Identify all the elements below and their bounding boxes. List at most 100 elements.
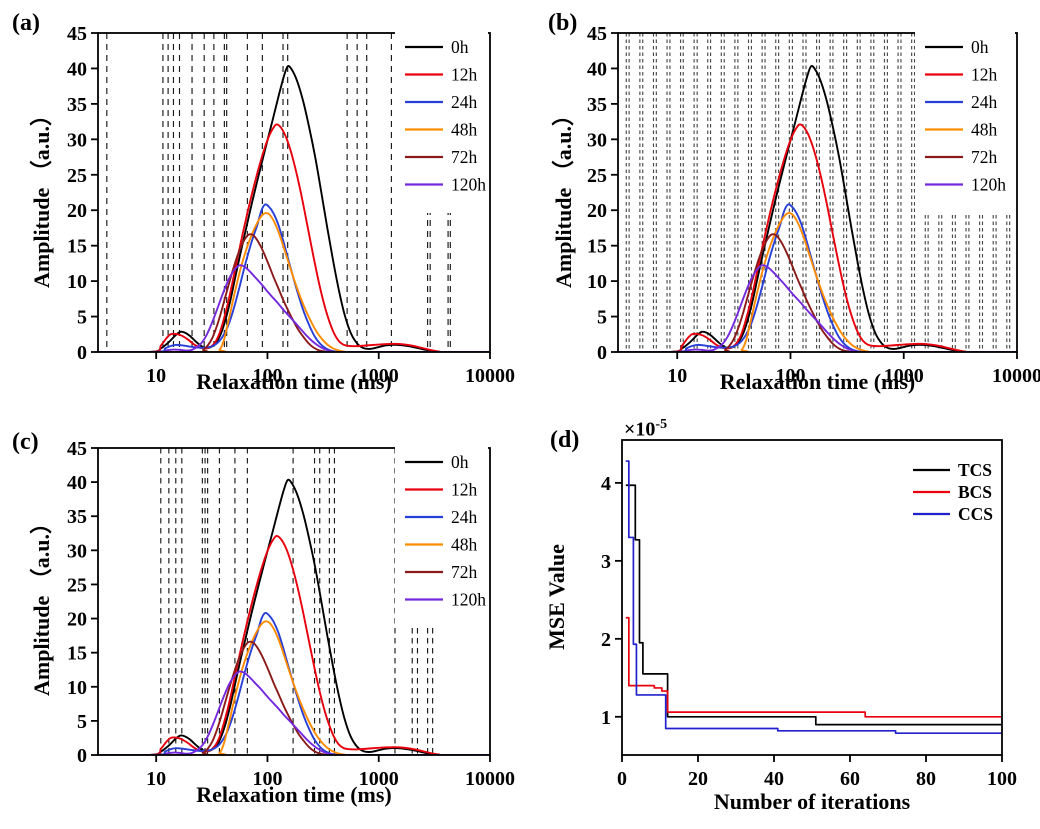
y-tick-label: 20 bbox=[67, 200, 87, 222]
axis-frame bbox=[97, 447, 491, 756]
panel-c-plot: 10 100 1000 10000 0 5 10 15 20 25 30 35 40 45 0h 12h 24h… bbox=[67, 438, 515, 790]
series-curve-48h bbox=[98, 620, 490, 755]
legend-label-72h: 72h bbox=[971, 147, 998, 167]
y-tick-label: 5 bbox=[597, 307, 607, 329]
series-curve-TCS bbox=[625, 484, 1002, 726]
y-tick-label: 35 bbox=[67, 94, 87, 116]
panel-a-plot: 10 100 1000 10000 0 5 10 15 20 25 30 35 40 45 0h 12h 24h… bbox=[67, 23, 515, 387]
legend-background bbox=[903, 455, 1000, 537]
x-tick-label: 100 bbox=[252, 365, 282, 387]
series-curve-CCS bbox=[625, 460, 1002, 735]
y-tick-label: 45 bbox=[67, 438, 87, 460]
x-tick-label: 100 bbox=[252, 768, 282, 790]
x-tick-label: 60 bbox=[840, 768, 860, 790]
y-tick-label: 5 bbox=[77, 711, 87, 733]
panel-a-label: (a) bbox=[12, 10, 40, 36]
y-tick-label: 40 bbox=[67, 472, 87, 494]
series-curve-72h bbox=[98, 233, 490, 352]
legend-label-CCS: CCS bbox=[958, 504, 993, 524]
legend-label-72h: 72h bbox=[451, 147, 478, 167]
y-tick-label: 20 bbox=[67, 609, 87, 631]
series-curve-BCS bbox=[625, 616, 1002, 718]
y-tick-label: 2 bbox=[601, 629, 611, 651]
y-tick-label: 30 bbox=[67, 540, 87, 562]
x-tick-label: 40 bbox=[764, 768, 784, 790]
panel-a-xlabel: Relaxation time (ms) bbox=[196, 369, 392, 394]
x-tick-label: 1000 bbox=[359, 768, 399, 790]
x-tick-label: 1000 bbox=[359, 365, 399, 387]
y-tick-label: 25 bbox=[67, 574, 87, 596]
x-tick-label: 80 bbox=[916, 768, 936, 790]
y-tick-label: 35 bbox=[67, 506, 87, 528]
series-curve-120h bbox=[618, 264, 1017, 352]
panel-b-ylabel: Amplitude （a.u.） bbox=[551, 104, 576, 288]
y-tick-label: 45 bbox=[587, 23, 607, 45]
y-tick-label: 40 bbox=[67, 58, 87, 80]
panel-a-ylabel: Amplitude （a.u.） bbox=[29, 104, 54, 288]
legend-background bbox=[395, 447, 488, 628]
legend-label-120h: 120h bbox=[451, 590, 486, 610]
x-tick-label: 10000 bbox=[465, 365, 515, 387]
series-curve-24h bbox=[98, 611, 490, 755]
y-tick-label: 25 bbox=[587, 165, 607, 187]
legend-background bbox=[915, 32, 1015, 213]
legend-label-TCS: TCS bbox=[958, 460, 992, 480]
y-tick-label: 10 bbox=[67, 271, 87, 293]
panel-c: (c) Amplitude （a.u.） 10 100 1000 10000 0 5 10 1… bbox=[0, 415, 520, 829]
series-curve-48h bbox=[98, 212, 490, 352]
legend-label-12h: 12h bbox=[451, 480, 478, 500]
y-tick-label: 35 bbox=[587, 94, 607, 116]
legend-label-24h: 24h bbox=[971, 92, 998, 112]
legend-label-120h: 120h bbox=[451, 175, 486, 195]
x-tick-label: 10 bbox=[667, 365, 687, 387]
axis-frame bbox=[621, 439, 1003, 756]
x-tick-label: 10000 bbox=[465, 768, 515, 790]
series-curve-72h bbox=[618, 233, 1017, 352]
legend-label-24h: 24h bbox=[451, 92, 478, 112]
x-tick-label: 10 bbox=[146, 768, 166, 790]
legend-background bbox=[395, 32, 488, 213]
legend-label-72h: 72h bbox=[451, 562, 478, 582]
legend-label-24h: 24h bbox=[451, 507, 478, 527]
axis-frame bbox=[617, 32, 1018, 353]
y-tick-label: 10 bbox=[587, 271, 607, 293]
y-tick-label: 45 bbox=[67, 23, 87, 45]
x-tick-label: 0 bbox=[617, 768, 627, 790]
series-curve-72h bbox=[98, 640, 490, 755]
series-curve-24h bbox=[618, 203, 1017, 352]
panel-a: (a) Amplitude （a.u.） 10 100 1000 10000 0 5 10 1… bbox=[0, 0, 520, 415]
y-tick-label: 30 bbox=[67, 129, 87, 151]
x-tick-label: 100 bbox=[987, 768, 1017, 790]
y-tick-label: 15 bbox=[67, 236, 87, 258]
panel-b-plot: 10 100 1000 10000 0 5 10 15 20 25 30 35 40 45 0h 12h 24h… bbox=[587, 23, 1040, 387]
panel-d-ylabel: MSE Value bbox=[544, 544, 569, 650]
legend-label-12h: 12h bbox=[451, 65, 478, 85]
legend-label-48h: 48h bbox=[451, 535, 478, 555]
legend-label-48h: 48h bbox=[451, 120, 478, 140]
x-tick-label: 100 bbox=[775, 365, 805, 387]
panel-c-xlabel: Relaxation time (ms) bbox=[196, 782, 392, 807]
panel-b-label: (b) bbox=[548, 10, 578, 36]
y-tick-label: 5 bbox=[77, 307, 87, 329]
y-tick-label: 25 bbox=[67, 165, 87, 187]
y-tick-label: 0 bbox=[597, 342, 607, 364]
panel-c-label: (c) bbox=[12, 429, 39, 455]
legend-label-BCS: BCS bbox=[958, 482, 992, 502]
y-tick-label: 4 bbox=[601, 473, 611, 495]
y-tick-label: 40 bbox=[587, 58, 607, 80]
panel-d: (d) ×10-5 MSE Value 0 20 40 60 80 100 1 2 3 4 TCS B… bbox=[520, 415, 1040, 829]
x-tick-label: 10 bbox=[146, 365, 166, 387]
legend-label-48h: 48h bbox=[971, 120, 998, 140]
y-tick-label: 15 bbox=[587, 236, 607, 258]
y-tick-label: 30 bbox=[587, 129, 607, 151]
y-tick-label: 3 bbox=[601, 551, 611, 573]
panel-d-label: (d) bbox=[550, 427, 580, 453]
x-tick-label: 1000 bbox=[884, 365, 924, 387]
scale-mantissa: ×10 bbox=[624, 418, 656, 441]
series-curve-120h bbox=[98, 264, 490, 352]
legend-label-120h: 120h bbox=[971, 175, 1006, 195]
panel-d-xlabel: Number of iterations bbox=[713, 789, 911, 814]
legend-label-0h: 0h bbox=[971, 37, 989, 57]
